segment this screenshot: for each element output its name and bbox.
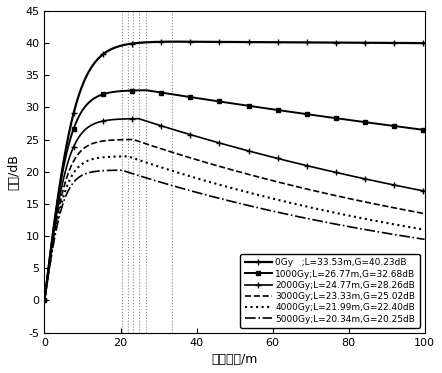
4000Gy;L=21.99m,G=22.40dB	[415, 226, 420, 231]
1000Gy;L=26.77m,G=32.68dB	[373, 122, 379, 126]
4000Gy;L=21.99m,G=22.40dB	[108, 154, 113, 159]
2000Gy;L=24.77m,G=28.26dB	[415, 187, 420, 192]
3000Gy;L=23.33m,G=25.02dB	[42, 298, 47, 303]
1000Gy;L=26.77m,G=32.68dB	[42, 298, 47, 303]
2000Gy;L=24.77m,G=28.26dB	[422, 189, 427, 193]
Line: 3000Gy;L=23.33m,G=25.02dB: 3000Gy;L=23.33m,G=25.02dB	[45, 140, 425, 300]
1000Gy;L=26.77m,G=32.68dB	[188, 95, 193, 99]
3000Gy;L=23.33m,G=25.02dB	[188, 156, 193, 160]
5000Gy;L=20.34m,G=20.25dB	[108, 168, 113, 173]
3000Gy;L=23.33m,G=25.02dB	[415, 210, 420, 214]
4000Gy;L=21.99m,G=22.40dB	[188, 174, 193, 179]
0Gy   ;L=33.53m,G=40.23dB	[42, 298, 47, 303]
3000Gy;L=23.33m,G=25.02dB	[204, 160, 210, 165]
Line: 4000Gy;L=21.99m,G=22.40dB: 4000Gy;L=21.99m,G=22.40dB	[45, 156, 425, 300]
4000Gy;L=21.99m,G=22.40dB	[85, 159, 91, 163]
5000Gy;L=20.34m,G=20.25dB	[85, 171, 91, 175]
5000Gy;L=20.34m,G=20.25dB	[415, 236, 420, 241]
4000Gy;L=21.99m,G=22.40dB	[422, 228, 427, 232]
0Gy   ;L=33.53m,G=40.23dB	[188, 40, 193, 44]
2000Gy;L=24.77m,G=28.26dB	[108, 117, 113, 122]
5000Gy;L=20.34m,G=20.25dB	[42, 298, 47, 303]
1000Gy;L=26.77m,G=32.68dB	[144, 88, 149, 93]
5000Gy;L=20.34m,G=20.25dB	[373, 229, 379, 234]
5000Gy;L=20.34m,G=20.25dB	[422, 237, 427, 242]
Line: 2000Gy;L=24.77m,G=28.26dB: 2000Gy;L=24.77m,G=28.26dB	[41, 115, 428, 304]
2000Gy;L=24.77m,G=28.26dB	[42, 298, 47, 303]
0Gy   ;L=33.53m,G=40.23dB	[108, 47, 113, 52]
2000Gy;L=24.77m,G=28.26dB	[373, 179, 379, 184]
1000Gy;L=26.77m,G=32.68dB	[204, 97, 210, 102]
3000Gy;L=23.33m,G=25.02dB	[373, 202, 379, 207]
1000Gy;L=26.77m,G=32.68dB	[422, 128, 427, 132]
Line: 1000Gy;L=26.77m,G=32.68dB: 1000Gy;L=26.77m,G=32.68dB	[42, 88, 427, 303]
4000Gy;L=21.99m,G=22.40dB	[42, 298, 47, 303]
2000Gy;L=24.77m,G=28.26dB	[85, 125, 91, 130]
1000Gy;L=26.77m,G=32.68dB	[415, 127, 420, 131]
0Gy   ;L=33.53m,G=40.23dB	[169, 40, 175, 44]
0Gy   ;L=33.53m,G=40.23dB	[204, 40, 210, 44]
0Gy   ;L=33.53m,G=40.23dB	[415, 41, 420, 45]
5000Gy;L=20.34m,G=20.25dB	[188, 188, 193, 193]
3000Gy;L=23.33m,G=25.02dB	[130, 137, 136, 142]
Line: 5000Gy;L=20.34m,G=20.25dB: 5000Gy;L=20.34m,G=20.25dB	[45, 170, 425, 300]
Y-axis label: 增益/dB: 增益/dB	[7, 154, 20, 190]
1000Gy;L=26.77m,G=32.68dB	[108, 90, 113, 95]
Legend: 0Gy   ;L=33.53m,G=40.23dB, 1000Gy;L=26.77m,G=32.68dB, 2000Gy;L=24.77m,G=28.26dB,: 0Gy ;L=33.53m,G=40.23dB, 1000Gy;L=26.77m…	[240, 254, 420, 328]
0Gy   ;L=33.53m,G=40.23dB	[85, 71, 91, 76]
0Gy   ;L=33.53m,G=40.23dB	[373, 41, 379, 45]
4000Gy;L=21.99m,G=22.40dB	[373, 219, 379, 223]
3000Gy;L=23.33m,G=25.02dB	[108, 138, 113, 142]
5000Gy;L=20.34m,G=20.25dB	[119, 168, 124, 172]
2000Gy;L=24.77m,G=28.26dB	[136, 116, 141, 121]
0Gy   ;L=33.53m,G=40.23dB	[422, 41, 427, 46]
4000Gy;L=21.99m,G=22.40dB	[126, 154, 131, 159]
4000Gy;L=21.99m,G=22.40dB	[204, 179, 210, 184]
3000Gy;L=23.33m,G=25.02dB	[85, 144, 91, 148]
1000Gy;L=26.77m,G=32.68dB	[85, 101, 91, 106]
2000Gy;L=24.77m,G=28.26dB	[188, 132, 193, 137]
5000Gy;L=20.34m,G=20.25dB	[204, 193, 210, 197]
3000Gy;L=23.33m,G=25.02dB	[422, 211, 427, 216]
2000Gy;L=24.77m,G=28.26dB	[204, 137, 210, 142]
X-axis label: 光纤长度/m: 光纤长度/m	[211, 353, 258, 366]
Line: 0Gy   ;L=33.53m,G=40.23dB: 0Gy ;L=33.53m,G=40.23dB	[41, 38, 428, 304]
